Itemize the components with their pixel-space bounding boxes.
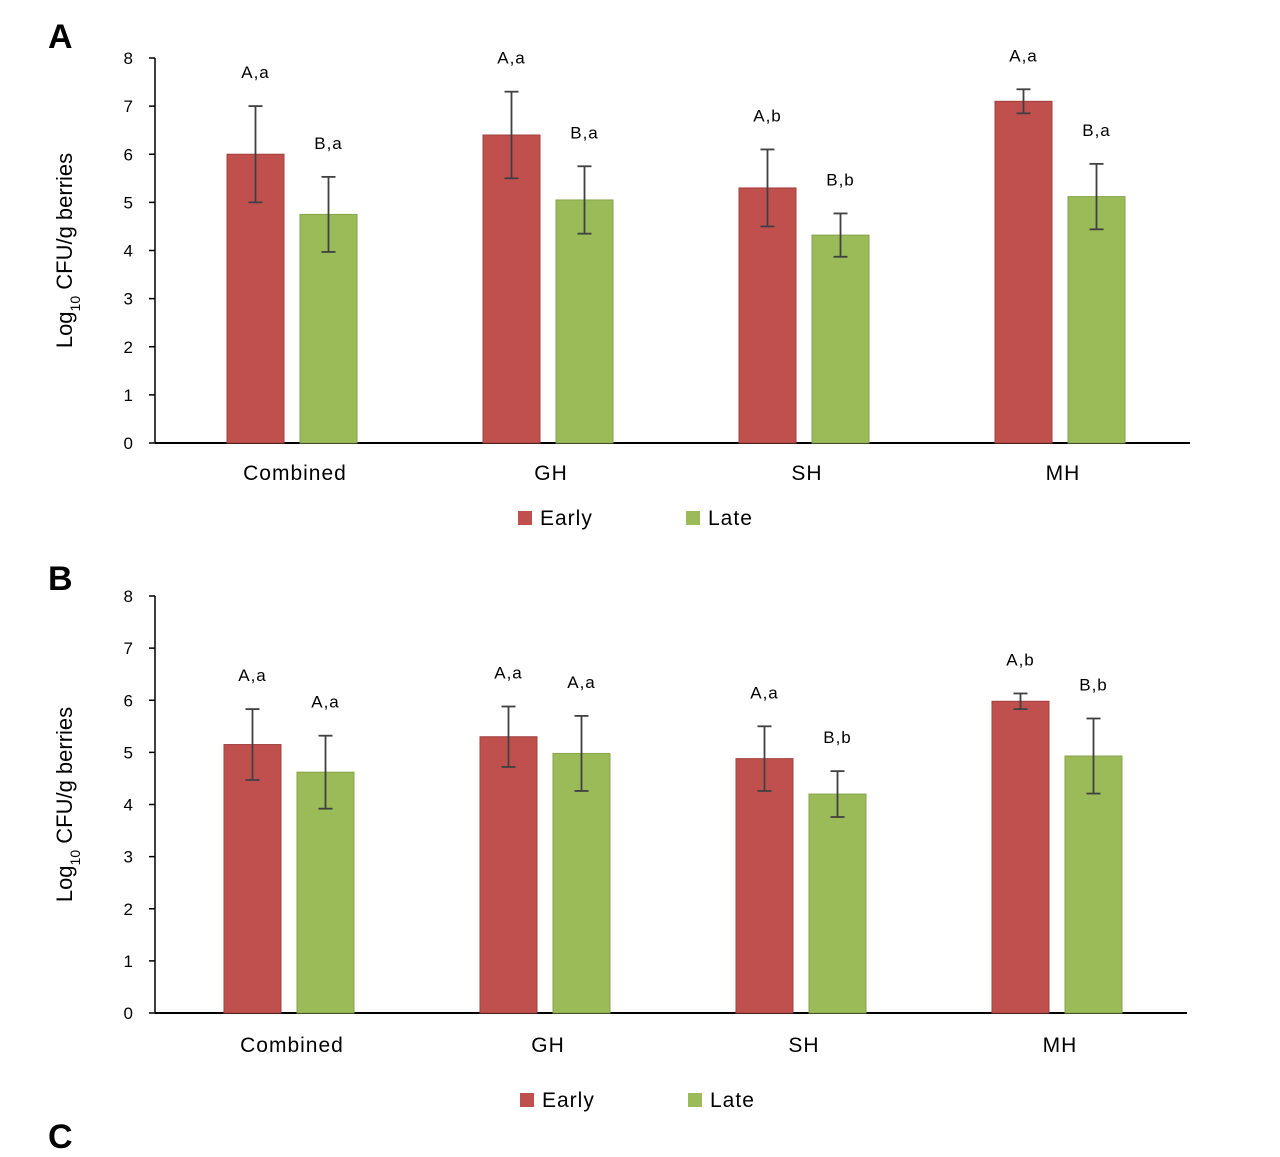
significance-label: A,b xyxy=(1006,650,1035,669)
y-tick-label: 1 xyxy=(124,386,133,405)
bar-early-combined xyxy=(223,744,282,1014)
y-tick-label: 8 xyxy=(124,49,133,68)
legend-label-late: Late xyxy=(708,507,753,530)
x-category-label: SH xyxy=(791,462,822,485)
y-axis-title-subscript: 10 xyxy=(67,850,83,866)
significance-label: A,a xyxy=(567,673,596,692)
y-tick-label: 0 xyxy=(124,434,133,453)
y-tick-label: 2 xyxy=(124,900,133,919)
bar-early-sh xyxy=(735,758,794,1014)
chart-panel-a: A 0 1 2 3 4 5 6 7 8 Log10 CFU/g berries Combined A,… xyxy=(0,0,1280,560)
bar-late-mh xyxy=(1067,196,1126,444)
significance-label: B,b xyxy=(826,170,855,189)
significance-label: B,a xyxy=(1082,121,1111,140)
significance-label: A,a xyxy=(1009,46,1038,65)
chart-b-svg: 0 1 2 3 4 5 6 7 8 Log10 CFU/g berries Combined A,a A… xyxy=(52,587,1187,1112)
significance-label: A,a xyxy=(311,693,340,712)
y-tick-label: 3 xyxy=(124,290,133,309)
legend-label-early: Early xyxy=(540,507,593,530)
legend-swatch-late xyxy=(686,511,700,525)
y-tick-label: 7 xyxy=(124,639,133,658)
y-axis-title-suffix: CFU/g berries xyxy=(52,153,77,296)
significance-label: A,a xyxy=(750,683,779,702)
bar-early-gh xyxy=(482,134,541,444)
panel-letter-c: C xyxy=(48,1118,73,1156)
x-category-label: SH xyxy=(788,1034,819,1057)
legend-swatch-early xyxy=(518,511,532,525)
y-axis-title-subscript: 10 xyxy=(67,296,83,312)
y-axis-title-prefix: Log xyxy=(52,311,77,348)
x-category-label: Combined xyxy=(243,462,347,485)
bar-late-gh xyxy=(552,752,611,1014)
y-tick-label: 0 xyxy=(124,1004,133,1023)
x-category-label: GH xyxy=(534,462,568,485)
chart-panel-b: B 0 1 2 3 4 5 6 7 8 Log10 CFU/g berries Combined A,… xyxy=(0,560,1280,1120)
y-tick-label: 8 xyxy=(124,587,133,606)
y-axis-title: Log10 CFU/g berries xyxy=(52,153,83,348)
y-tick-label: 4 xyxy=(124,796,133,815)
bar-early-sh xyxy=(738,187,797,444)
legend-swatch-late xyxy=(688,1093,702,1107)
significance-label: A,a xyxy=(241,63,270,82)
y-tick-label: 2 xyxy=(124,338,133,357)
panel-letter-b: B xyxy=(48,560,73,598)
significance-label: A,b xyxy=(753,106,782,125)
bar-early-mh xyxy=(994,100,1053,444)
x-category-label: MH xyxy=(1043,1034,1078,1057)
significance-label: B,b xyxy=(1079,675,1108,694)
y-tick-label: 3 xyxy=(124,848,133,867)
bar-late-sh xyxy=(811,234,870,444)
bar-early-mh xyxy=(991,700,1050,1014)
chart-a-svg: 0 1 2 3 4 5 6 7 8 Log10 CFU/g berries Combined A,a B… xyxy=(52,46,1190,530)
x-category-label: MH xyxy=(1046,462,1081,485)
bar-late-combined xyxy=(296,771,355,1014)
significance-label: A,a xyxy=(494,664,523,683)
y-tick-label: 1 xyxy=(124,952,133,971)
significance-label: A,a xyxy=(497,49,526,68)
significance-label: A,a xyxy=(238,666,267,685)
significance-label: B,b xyxy=(823,728,852,747)
legend-swatch-early xyxy=(520,1093,534,1107)
bar-early-gh xyxy=(479,736,538,1014)
y-tick-label: 6 xyxy=(124,691,133,710)
y-tick-label: 5 xyxy=(124,193,133,212)
x-category-label: GH xyxy=(531,1034,565,1057)
bar-late-sh xyxy=(808,793,867,1014)
y-axis-title-suffix: CFU/g berries xyxy=(52,707,77,850)
y-axis-title-prefix: Log xyxy=(52,865,77,902)
y-tick-label: 6 xyxy=(124,145,133,164)
significance-label: B,a xyxy=(314,134,343,153)
y-tick-label: 5 xyxy=(124,743,133,762)
y-tick-label: 4 xyxy=(124,242,133,261)
x-category-label: Combined xyxy=(240,1034,344,1057)
legend-label-late: Late xyxy=(710,1089,755,1112)
y-tick-label: 7 xyxy=(124,97,133,116)
legend-label-early: Early xyxy=(542,1089,595,1112)
panel-letter-a: A xyxy=(48,18,73,56)
y-axis-title: Log10 CFU/g berries xyxy=(52,707,83,902)
bar-late-mh xyxy=(1064,755,1123,1014)
bar-late-gh xyxy=(555,199,614,444)
significance-label: B,a xyxy=(570,123,599,142)
